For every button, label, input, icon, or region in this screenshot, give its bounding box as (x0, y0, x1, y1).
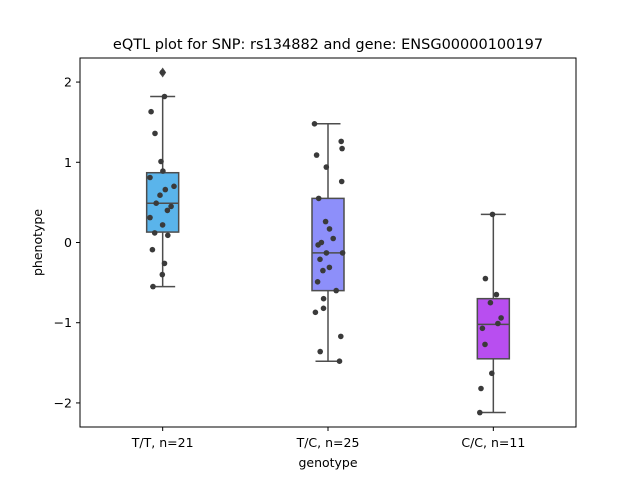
data-point (160, 168, 166, 174)
data-point (338, 178, 345, 185)
data-point (498, 315, 504, 321)
data-point (323, 164, 330, 170)
data-point (149, 246, 156, 253)
data-point (147, 174, 153, 181)
data-point (315, 195, 322, 202)
box-body (476, 297, 511, 360)
data-point (489, 211, 496, 218)
data-point (478, 385, 484, 392)
data-point (326, 226, 333, 232)
data-point (482, 341, 488, 348)
data-point (153, 200, 159, 206)
data-point (320, 305, 327, 312)
data-point (336, 358, 343, 365)
data-point (311, 121, 318, 127)
data-point (168, 203, 174, 210)
data-point (322, 218, 329, 225)
data-point (338, 138, 345, 145)
jitter-points (147, 69, 504, 416)
chart-title: eQTL plot for SNP: rs134882 and gene: EN… (113, 37, 543, 53)
data-point (150, 283, 156, 290)
data-point (489, 370, 495, 377)
data-point (161, 260, 168, 267)
data-point (314, 279, 321, 285)
data-point (315, 242, 321, 248)
data-point (159, 222, 166, 228)
data-point (493, 291, 500, 298)
x-tick-label: T/C, n=25 (296, 435, 360, 450)
data-point (487, 299, 494, 306)
y-tick-label: −2 (54, 395, 72, 410)
box-body (145, 171, 180, 233)
data-point (333, 287, 340, 294)
x-axis-label: genotype (298, 455, 357, 470)
data-point (477, 409, 483, 416)
data-point (323, 250, 330, 256)
data-point (313, 152, 320, 158)
box-3 (476, 213, 511, 414)
data-point (159, 69, 166, 76)
data-point (317, 348, 324, 355)
data-point (151, 230, 158, 236)
y-tick-label: 0 (64, 235, 72, 250)
data-point (339, 250, 346, 256)
data-point (312, 309, 319, 316)
y-tick-label: −1 (54, 315, 72, 330)
data-point (338, 333, 344, 340)
data-point (158, 158, 164, 165)
data-point (326, 264, 333, 271)
y-tick-label: 1 (64, 155, 72, 170)
y-tick-label: 2 (64, 75, 72, 90)
data-point (152, 130, 158, 137)
data-point (320, 295, 327, 302)
data-point (157, 192, 163, 198)
data-point (164, 207, 171, 214)
data-point (495, 320, 501, 327)
data-point (171, 183, 177, 190)
data-point (162, 186, 169, 193)
data-point (330, 235, 337, 242)
x-tick-label: C/C, n=11 (461, 435, 525, 450)
data-point (159, 271, 166, 278)
data-point (147, 214, 153, 221)
data-point (161, 93, 168, 100)
y-axis: −2 −1 0 1 2 (54, 75, 80, 410)
data-point (165, 232, 171, 239)
box-group (145, 67, 511, 414)
data-point (148, 108, 154, 115)
data-point (339, 145, 345, 152)
data-point (482, 275, 489, 282)
data-point (317, 256, 323, 263)
x-axis: T/T, n=21 T/C, n=25 C/C, n=11 (131, 427, 525, 450)
data-point (320, 267, 326, 274)
data-point (479, 325, 486, 332)
y-axis-label: phenotype (30, 209, 45, 276)
x-tick-label: T/T, n=21 (131, 435, 194, 450)
